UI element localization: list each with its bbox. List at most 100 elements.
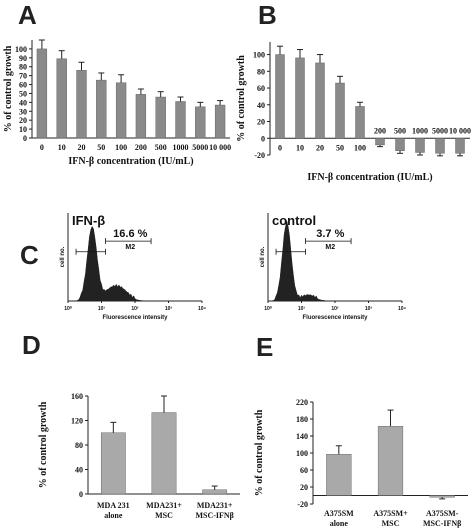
bar xyxy=(315,62,325,139)
histogram-distribution xyxy=(68,225,202,302)
panel-letter-d: D xyxy=(22,330,41,360)
panel-letter-b: B xyxy=(258,0,277,30)
x-tick-label: alone xyxy=(104,511,123,520)
x-axis-label: IFN-β concentration (IU/mL) xyxy=(307,172,432,183)
x-tick-label: MDA231+ xyxy=(146,501,182,510)
y-tick-label: 40 xyxy=(257,101,265,110)
y-tick-label: 20 xyxy=(257,118,265,127)
bar xyxy=(100,432,126,495)
x-tick-label: 500 xyxy=(155,143,167,152)
bar xyxy=(395,138,405,152)
x-tick-label: 10² xyxy=(331,306,339,312)
bar xyxy=(355,106,365,139)
y-tick-label: 40 xyxy=(75,466,83,475)
y-tick-label: 10 xyxy=(19,125,27,134)
x-tick-label: 20 xyxy=(316,143,324,152)
y-axis-label: % of control growth xyxy=(3,45,14,132)
x-tick-label: MDA231+ xyxy=(197,501,233,510)
x-tick-label: 200 xyxy=(135,143,147,152)
bar xyxy=(135,94,147,139)
y-tick-label: 50 xyxy=(19,89,27,98)
bar xyxy=(76,70,87,139)
gate-label: M2 xyxy=(125,244,135,251)
x-tick-label: 50 xyxy=(97,143,105,152)
x-tick-label: MSC-IFNβ xyxy=(423,519,461,528)
y-tick-label: 0 xyxy=(23,134,27,143)
bar xyxy=(375,138,385,146)
x-tick-label: 10 xyxy=(58,143,66,152)
x-tick-label: 5000 xyxy=(192,143,208,152)
x-tick-label: 10 xyxy=(296,143,304,152)
bar xyxy=(295,57,305,139)
y-tick-label: 140 xyxy=(296,432,308,441)
y-axis-label: % of control growth xyxy=(254,409,265,496)
y-axis-label: cell no. xyxy=(60,246,66,267)
x-tick-label: 200 xyxy=(374,126,386,135)
x-axis-label: Fluorescence intensity xyxy=(102,315,168,321)
x-tick-label: 10 000 xyxy=(209,143,231,152)
x-tick-label: 10⁰ xyxy=(64,306,72,312)
bar xyxy=(195,106,206,139)
y-tick-label: 30 xyxy=(19,107,27,116)
x-tick-label: 100 xyxy=(354,143,366,152)
y-tick-label: 220 xyxy=(296,398,308,407)
bar xyxy=(151,412,177,495)
x-axis-label: IFN-β concentration (IU/mL) xyxy=(68,156,193,167)
gate-percent: 16.6 % xyxy=(113,228,147,240)
x-tick-label: MSC xyxy=(382,519,400,528)
y-tick-label: 0 xyxy=(261,134,265,143)
panel-letter-c: C xyxy=(20,240,39,270)
x-tick-label: 10¹ xyxy=(298,306,306,312)
x-tick-label: 500 xyxy=(394,126,406,135)
y-axis-label: % of control growth xyxy=(38,401,49,488)
x-tick-label: 10¹ xyxy=(98,306,106,312)
y-tick-label: 180 xyxy=(296,415,308,424)
x-tick-label: 10³ xyxy=(165,306,173,312)
x-tick-label: 5000 xyxy=(432,126,448,135)
bar xyxy=(155,96,166,139)
y-tick-label: 100 xyxy=(253,51,265,60)
x-tick-label: 10 000 xyxy=(449,126,471,135)
bar xyxy=(214,104,226,139)
y-tick-label: 120 xyxy=(71,417,83,426)
x-tick-label: 10⁴ xyxy=(198,306,207,312)
x-tick-label: 10⁰ xyxy=(264,306,272,312)
x-axis-label: Fluorescence intensity xyxy=(302,315,368,321)
x-tick-label: MSC-IFNβ xyxy=(195,511,233,520)
y-tick-label: 60 xyxy=(257,84,265,93)
bar xyxy=(115,82,127,139)
y-tick-label: 70 xyxy=(19,72,27,81)
bar xyxy=(96,79,107,139)
x-tick-label: 0 xyxy=(278,143,282,152)
x-tick-label: 20 xyxy=(78,143,86,152)
histogram-title: control xyxy=(272,213,316,228)
gate-percent: 3.7 % xyxy=(316,228,344,240)
x-tick-label: A375SM- xyxy=(426,509,459,518)
histogram-title: IFN-β xyxy=(72,213,105,228)
bar xyxy=(202,489,228,495)
panel-letter-a: A xyxy=(18,0,37,30)
bar xyxy=(175,101,186,139)
x-tick-label: A375SM xyxy=(324,509,354,518)
bar xyxy=(275,54,285,139)
bar xyxy=(455,138,465,154)
panel-letter-e: E xyxy=(256,332,274,362)
x-tick-label: 10² xyxy=(131,306,139,312)
bar xyxy=(435,138,445,154)
y-tick-label: 100 xyxy=(296,449,308,458)
x-tick-label: MSC xyxy=(155,511,173,520)
x-tick-label: alone xyxy=(330,519,349,528)
bar xyxy=(56,58,67,139)
bar xyxy=(429,495,455,498)
y-tick-label: 80 xyxy=(75,441,83,450)
y-tick-label: 90 xyxy=(19,54,27,63)
bar xyxy=(36,48,48,139)
y-tick-label: -20 xyxy=(297,500,308,509)
y-tick-label: 80 xyxy=(257,67,265,76)
bar xyxy=(335,82,345,139)
x-tick-label: 1000 xyxy=(412,126,428,135)
flow-histogram: 10⁰ 10¹ 10² 10³ 10⁴ 16.6 % M2 IFN-β cell no. Fluo… xyxy=(60,213,207,321)
bar xyxy=(377,426,404,496)
